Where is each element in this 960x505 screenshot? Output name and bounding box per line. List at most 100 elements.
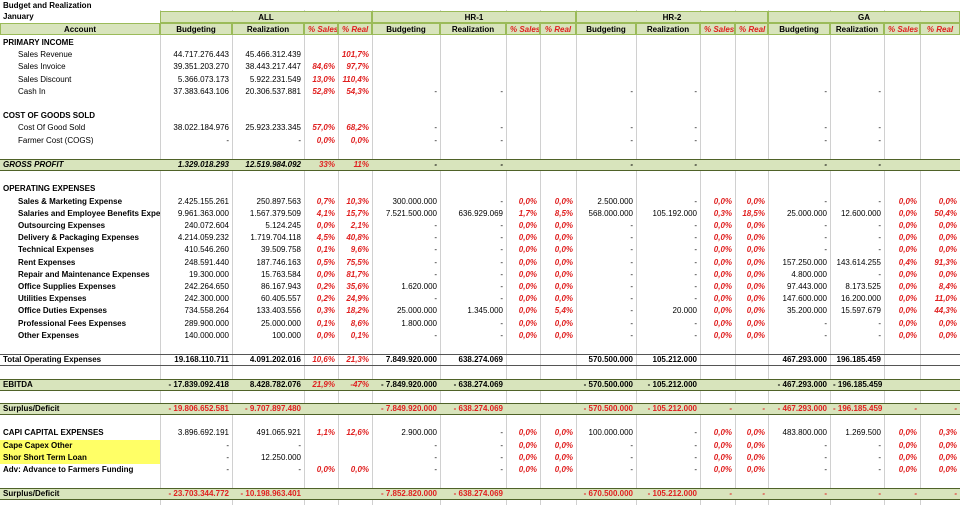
value-cell: 18,5% [742,208,765,218]
value-cell: 2.900.000 [401,428,437,438]
value-cell: 0,0% [938,269,957,279]
value-cell: 0,0% [554,318,573,328]
column-header: % Real [735,23,768,35]
value-cell: 638.274.069 [458,355,504,365]
value-cell: - [630,86,633,96]
value-cell: 0,4% [898,257,917,267]
value-cell: 0,0% [746,269,765,279]
value-cell: 0,0% [938,245,957,255]
value-cell: 97,7% [346,62,369,72]
value-cell: 0,0% [938,330,957,340]
account-label: Rent Expenses [18,257,76,267]
value-cell: 44.717.276.443 [173,50,229,60]
account-label: Surplus/Deficit [3,489,60,499]
value-cell: 4.091.202.016 [249,355,301,365]
value-cell: - 9.707.897.480 [244,404,301,413]
value-cell: - [630,233,633,243]
value-cell: 35.200.000 [786,306,827,316]
value-cell: - [630,135,633,145]
value-cell: 38.443.217.447 [245,62,301,72]
value-cell: 1.719.704.118 [250,233,301,243]
value-cell: 0,0% [938,440,957,450]
value-cell: - [824,160,827,169]
value-cell: 0,0% [746,257,765,267]
value-cell: 7.849.920.000 [385,355,437,365]
column-header: Budgeting [160,23,232,35]
value-cell: - [434,160,437,169]
value-cell: 54,3% [346,86,369,96]
account-label: Outsourcing Expenses [18,221,106,230]
value-cell: - [878,452,881,462]
value-cell: 636.929.069 [458,208,504,218]
value-cell: 25.000.000 [786,208,827,218]
account-label: Professional Fees Expenses [18,318,127,328]
value-cell: 19.168.110.711 [174,355,229,365]
value-cell: - [500,452,503,462]
value-cell: 0,0% [713,257,732,267]
value-cell: 0,0% [518,465,537,474]
value-cell: 7.521.500.000 [385,208,437,218]
value-cell: 0,0% [938,465,957,474]
value-cell: - [762,404,765,413]
highlight-band [0,159,960,171]
value-cell: - [630,330,633,340]
value-cell: -47% [350,379,369,389]
value-cell: 20.306.537.881 [245,86,301,96]
value-cell: - [298,465,301,474]
value-cell: 491.065.921 [256,428,302,438]
value-cell: - [434,221,437,230]
value-cell: - [434,440,437,450]
value-cell: 0,0% [350,465,369,474]
value-cell: - 638.274.069 [453,489,503,499]
value-cell: - [500,196,503,206]
value-cell: 8,6% [350,318,369,328]
account-label: Utilities Expenses [18,294,87,304]
value-cell: 0,0% [746,294,765,304]
value-cell: 0,0% [316,135,335,145]
value-cell: 0,1% [316,318,335,328]
value-cell: - [226,440,229,450]
value-cell: 0,0% [554,269,573,279]
value-cell: 0,7% [316,196,335,206]
column-header: Account [0,23,160,35]
value-cell: 44,3% [934,306,957,316]
column-header: % Sales [700,23,735,35]
value-cell: 0,0% [746,318,765,328]
value-cell: 0,0% [898,269,917,279]
column-header: Realization [440,23,506,35]
value-cell: 0,0% [554,221,573,230]
value-cell: 0,0% [713,318,732,328]
value-cell: - [500,282,503,291]
column-header: Realization [232,23,304,35]
value-cell: 84,6% [312,62,335,72]
value-cell: 86.167.943 [260,282,301,291]
value-cell: - [434,269,437,279]
value-cell: 250.897.563 [256,196,302,206]
value-cell: - 17.839.092.418 [168,379,230,389]
value-cell: - 570.500.000 [583,379,633,389]
value-cell: - 196.185.459 [833,404,883,413]
value-cell: 0,0% [746,440,765,450]
value-cell: 242.300.000 [184,294,230,304]
value-cell: - [500,440,503,450]
value-cell: - [878,489,881,499]
value-cell: 9.961.363.000 [177,208,229,218]
value-cell: 68,2% [346,123,369,133]
value-cell: 0,3% [938,428,957,438]
value-cell: 4.800.000 [791,269,827,279]
column-line [920,10,921,505]
value-cell: 0,0% [938,233,957,243]
value-cell: 0,0% [316,465,335,474]
value-cell: - [500,428,503,438]
value-cell: 1.567.379.509 [249,208,301,218]
value-cell: 0,0% [713,452,732,462]
value-cell: 50,4% [934,208,957,218]
account-label: Farmer Cost (COGS) [18,135,94,145]
value-cell: - [434,452,437,462]
value-cell: - [630,123,633,133]
column-line [636,10,637,505]
period: January [3,12,34,21]
value-cell: - 638.274.069 [453,404,503,413]
value-cell: 0,0% [554,245,573,255]
value-cell: - [878,245,881,255]
